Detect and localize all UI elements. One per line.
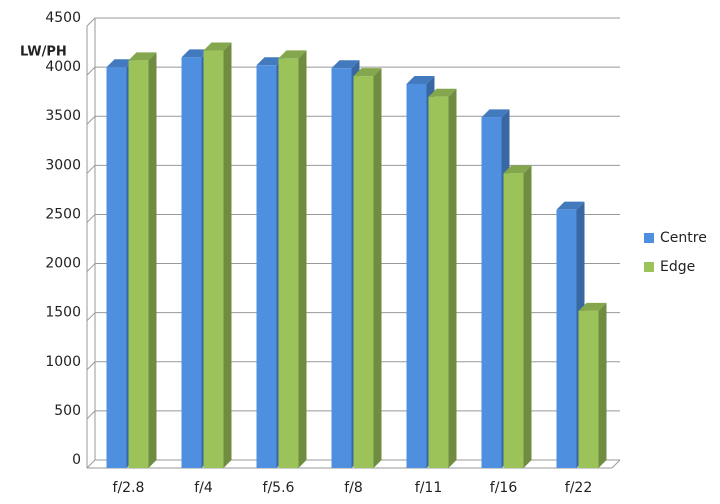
x-tick-label: f/16 — [490, 480, 518, 496]
bar-top — [256, 57, 285, 66]
y-tick-label: 1500 — [45, 305, 81, 321]
bar-side — [223, 42, 232, 469]
bar-top — [428, 88, 457, 97]
bar-top — [353, 68, 382, 77]
grid-line-side — [86, 214, 96, 223]
bar-side — [523, 165, 532, 469]
bar — [481, 117, 502, 468]
bar-top — [128, 52, 157, 61]
bar-top — [181, 49, 210, 58]
bar — [331, 68, 352, 468]
bar — [278, 58, 299, 469]
bar — [428, 96, 449, 468]
y-tick-label: 4000 — [45, 59, 81, 75]
bar-top — [578, 302, 607, 311]
bar-top — [503, 165, 532, 174]
grid-line-side — [86, 17, 96, 27]
y-tick-label: 2000 — [45, 256, 81, 272]
x-tick-label: f/8 — [344, 480, 363, 496]
floor-right — [611, 459, 621, 469]
legend-swatch — [644, 233, 654, 243]
x-tick-label: f/2.8 — [113, 480, 145, 496]
bar — [256, 65, 277, 469]
bar-side — [148, 52, 157, 468]
bar-top — [106, 59, 135, 68]
grid-line-side — [86, 115, 96, 125]
bar — [556, 209, 577, 469]
grid-line-side — [86, 263, 96, 272]
bar — [203, 50, 224, 469]
bar — [128, 60, 149, 468]
y-tick-label: 2500 — [45, 206, 81, 222]
x-tick-label: f/5.6 — [263, 480, 295, 496]
x-tick-label: f/4 — [194, 480, 213, 496]
bar-top — [203, 42, 232, 51]
y-tick-label: 0 — [72, 452, 81, 468]
bar-top — [406, 75, 435, 84]
legend-swatch — [644, 262, 654, 272]
bar-side — [298, 50, 307, 469]
y-axis-label: LW/PH — [20, 45, 67, 60]
x-tick-label: f/11 — [415, 480, 442, 496]
y-tick-label: 3000 — [45, 157, 81, 173]
grid-line-side — [86, 312, 96, 322]
grid-line-side — [86, 361, 96, 371]
y-tick-label: 500 — [54, 403, 81, 419]
legend-label: Edge — [660, 259, 695, 275]
y-tick-label: 3500 — [45, 108, 81, 124]
grid-line-side — [86, 459, 96, 469]
grid-line-side — [86, 410, 96, 420]
bar-top — [481, 109, 510, 118]
bar — [106, 67, 127, 469]
legend-label: Centre — [660, 230, 707, 246]
bar — [406, 83, 427, 468]
bar — [353, 76, 374, 469]
y-tick-label: 4500 — [45, 10, 81, 26]
grid-line-side — [86, 164, 96, 174]
bar — [578, 310, 599, 468]
grid-line-side — [86, 66, 96, 76]
x-tick-label: f/22 — [565, 480, 592, 496]
bar-top — [331, 60, 360, 69]
bar-top — [556, 201, 585, 210]
y-tick-label: 1000 — [45, 354, 81, 370]
bar-side — [598, 302, 607, 468]
bar — [503, 173, 524, 469]
bar-top — [278, 50, 307, 59]
bar-side — [373, 68, 382, 469]
bar-side — [448, 88, 457, 468]
bar — [181, 57, 202, 468]
